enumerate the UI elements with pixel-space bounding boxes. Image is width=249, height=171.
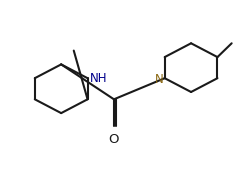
- Text: N: N: [155, 73, 164, 86]
- Text: NH: NH: [90, 72, 107, 85]
- Text: O: O: [109, 133, 119, 146]
